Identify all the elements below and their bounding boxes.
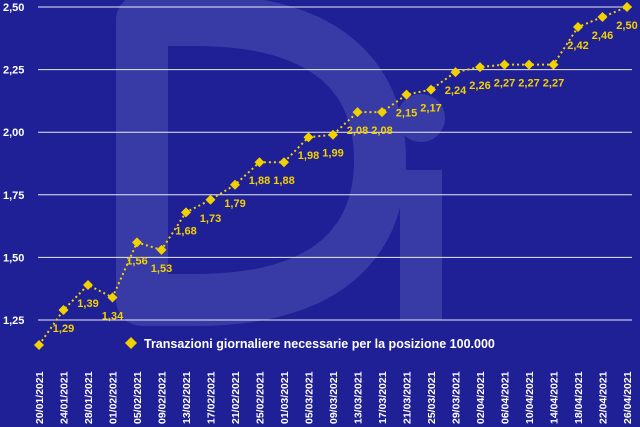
data-point (450, 67, 461, 78)
data-label: 1,68 (175, 225, 196, 237)
data-label: 1,98 (298, 150, 319, 162)
data-point (132, 237, 142, 248)
x-tick-label: 21/02/2021 (230, 371, 242, 424)
data-label: 2,27 (494, 78, 515, 90)
x-tick-label: 17/03/2021 (377, 371, 389, 424)
data-label: 1,79 (224, 198, 245, 210)
data-point (426, 84, 436, 95)
y-tick-label: 2,50 (3, 2, 24, 14)
x-axis-ticks: 20/01/2021 24/01/2021 28/01/2021 01/02/2021… (34, 371, 634, 424)
data-label: 2,17 (420, 103, 441, 115)
x-tick-label: 09/02/2021 (157, 371, 169, 424)
grid-lines (38, 6, 632, 321)
data-point (499, 59, 510, 70)
x-tick-label: 05/03/2021 (304, 371, 316, 424)
x-tick-label: 17/02/2021 (206, 371, 218, 424)
x-tick-label: 13/03/2021 (353, 371, 365, 424)
data-labels: 1,29 1,39 1,34 1,56 1,53 1,68 1,731,79 1,88 1,88… (53, 20, 638, 335)
legend-marker (125, 337, 137, 349)
data-label: 1,56 (126, 255, 147, 267)
data-point (573, 22, 583, 33)
data-label: 2,15 (396, 108, 417, 120)
x-tick-label: 01/03/2021 (279, 371, 291, 424)
data-point (303, 132, 314, 143)
data-point (377, 107, 387, 118)
data-label: 2,27 (518, 78, 539, 90)
y-axis-ticks: 1,25 1,50 1,75 2,00 2,25 2,50 (3, 2, 24, 327)
x-tick-label: 29/03/2021 (451, 371, 463, 424)
data-point (83, 279, 93, 290)
x-tick-label: 25/03/2021 (426, 371, 438, 424)
data-label: 1,39 (77, 298, 98, 310)
x-tick-label: 13/02/2021 (181, 371, 193, 424)
x-tick-label: 22/04/2021 (598, 371, 610, 424)
data-point (597, 12, 608, 23)
legend: Transazioni giornaliere necessarie per l… (125, 337, 495, 351)
data-point (352, 107, 363, 118)
data-label: 1,88 (273, 175, 294, 187)
data-label: 2,24 (445, 85, 467, 97)
x-tick-label: 06/04/2021 (500, 371, 512, 424)
y-tick-label: 1,75 (3, 190, 24, 202)
data-label: 2,50 (616, 20, 637, 32)
data-point (475, 62, 485, 73)
x-tick-label: 02/04/2021 (475, 371, 487, 424)
x-tick-label: 28/01/2021 (83, 371, 95, 424)
data-label: 1,99 (322, 148, 343, 160)
data-label: 2,27 (543, 78, 564, 90)
x-tick-label: 01/02/2021 (108, 371, 120, 424)
data-point (279, 157, 289, 168)
y-tick-label: 1,50 (3, 252, 24, 264)
y-tick-label: 2,00 (3, 127, 24, 139)
x-tick-label: 21/03/2021 (402, 371, 414, 424)
data-label: 1,53 (151, 263, 172, 275)
data-label: 2,46 (592, 30, 613, 42)
data-point (328, 129, 338, 140)
data-label: 1,88 (249, 175, 270, 187)
y-tick-label: 2,25 (3, 65, 24, 77)
data-point (58, 304, 69, 315)
x-tick-label: 20/01/2021 (34, 371, 46, 424)
data-label: 2,08 (371, 125, 392, 137)
data-label: 1,73 (200, 213, 221, 225)
x-tick-label: 26/04/2021 (622, 371, 634, 424)
data-point (548, 59, 559, 70)
data-label: 2,42 (567, 40, 588, 52)
data-point (205, 194, 216, 205)
data-point (156, 244, 167, 255)
x-tick-label: 18/04/2021 (573, 371, 585, 424)
data-point (34, 340, 44, 351)
series-points (34, 2, 632, 351)
data-label: 2,26 (469, 80, 490, 92)
x-tick-label: 14/04/2021 (549, 371, 561, 424)
data-point (401, 89, 412, 100)
data-label: 2,08 (347, 125, 368, 137)
data-point (230, 179, 240, 190)
data-point (181, 207, 191, 218)
x-tick-label: 24/01/2021 (59, 371, 71, 424)
x-tick-label: 10/04/2021 (524, 371, 536, 424)
data-point (622, 2, 632, 12)
x-tick-label: 25/02/2021 (255, 371, 267, 424)
data-point (524, 59, 534, 70)
legend-label: Transazioni giornaliere necessarie per l… (144, 337, 495, 351)
data-label: 1,34 (102, 310, 124, 322)
data-point (254, 157, 265, 168)
x-tick-label: 09/03/2021 (328, 371, 340, 424)
data-point (107, 292, 118, 303)
x-tick-label: 05/02/2021 (132, 371, 144, 424)
data-label: 1,29 (53, 323, 74, 335)
y-tick-label: 1,25 (3, 315, 24, 327)
